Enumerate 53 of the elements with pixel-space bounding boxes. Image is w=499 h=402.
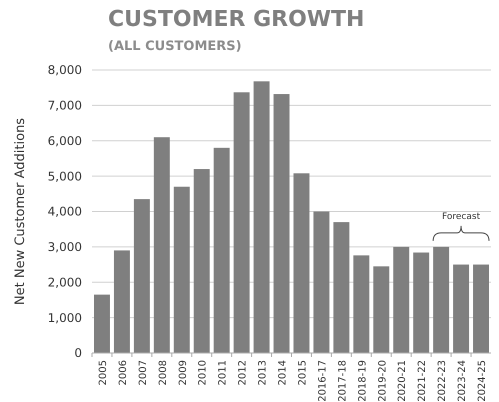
bar (114, 250, 130, 353)
chart-subtitle: (ALL CUSTOMERS) (108, 39, 242, 54)
x-tick-label: 2020-21 (397, 360, 408, 402)
y-axis-title: Net New Customer Additions (13, 118, 28, 306)
x-tick-label: 2023-24 (457, 360, 468, 402)
bar (94, 294, 110, 353)
x-tick-label: 2011 (218, 360, 229, 386)
y-tick-label: 1,000 (48, 310, 82, 325)
x-tick-label: 2009 (178, 360, 189, 386)
y-tick-label: 0 (74, 346, 82, 360)
bar (413, 252, 430, 353)
y-tick-label: 4,000 (48, 204, 82, 219)
y-tick-label: 3,000 (48, 240, 82, 254)
bar (313, 212, 330, 353)
bar (393, 246, 410, 353)
annotation: Forecast (442, 212, 481, 222)
x-tick-label: 2008 (158, 360, 169, 386)
chart-title: CUSTOMER GROWTH (108, 7, 364, 32)
x-tick-label: 2012 (238, 360, 249, 386)
bar (134, 199, 150, 353)
bar (473, 264, 490, 353)
x-tick-label: 2010 (198, 360, 209, 386)
bar (453, 264, 470, 353)
x-tick-label: 2021-22 (417, 360, 428, 402)
x-tick-label: 2007 (138, 360, 149, 386)
bar (274, 94, 290, 353)
x-tick-label: 2015 (297, 360, 308, 386)
x-tick-label: 2017-18 (337, 360, 348, 402)
bar (194, 169, 210, 353)
y-tick-label: 2,000 (48, 275, 82, 290)
bar (154, 137, 170, 353)
y-tick-label: 6,000 (48, 134, 82, 148)
y-tick-label: 7,000 (48, 98, 82, 113)
bar (234, 92, 250, 353)
bar (254, 81, 270, 353)
bar (433, 246, 450, 353)
x-tick-label: 2016-17 (317, 360, 328, 402)
bar (373, 266, 390, 353)
x-tick-label: 2013 (258, 360, 269, 386)
x-tick-label: 2022-23 (437, 360, 448, 402)
bar (353, 255, 370, 353)
x-tick-label: 2019-20 (377, 360, 388, 402)
bar (333, 222, 350, 353)
x-tick-label: 2018-19 (357, 360, 368, 402)
x-tick-label: 2024-25 (477, 360, 488, 402)
x-tick-label: 2005 (98, 360, 109, 386)
y-tick-label: 8,000 (48, 63, 82, 78)
y-tick-label: 5,000 (48, 169, 82, 184)
bar (174, 186, 190, 353)
x-tick-label: 2014 (278, 360, 289, 386)
bar (293, 173, 310, 353)
bar (214, 148, 230, 353)
x-tick-label: 2006 (118, 360, 129, 386)
